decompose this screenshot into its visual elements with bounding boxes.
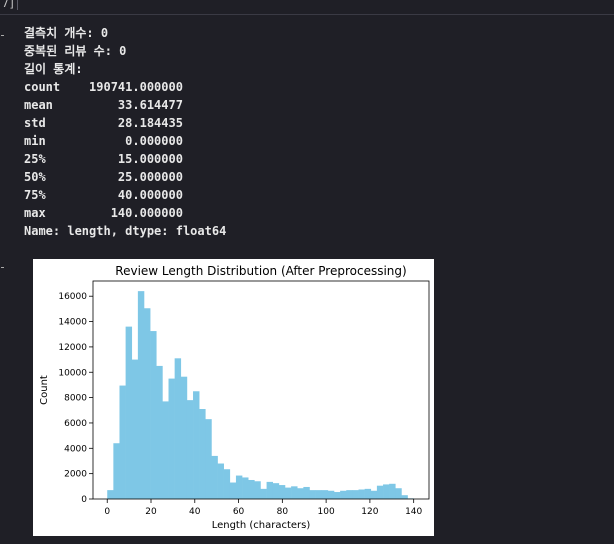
histogram-bar [321,490,329,499]
output-line: Name: length, dtype: float64 [24,224,227,238]
output-line: 중복된 리뷰 수: 0 [24,44,127,58]
histogram-bar [370,490,378,499]
histogram-bar [272,483,280,499]
histogram-bar [162,401,169,499]
output-line: 50% 25.000000 [24,170,183,184]
histogram-bar [284,487,292,499]
histogram-bar [346,490,353,499]
histogram-figure: 0 20 40 60 80 100 120 140 0 2000 4000 6000 8000 1000… [33,259,434,536]
histogram-bar [358,489,365,499]
histogram-bar [315,490,323,499]
histogram-bar [131,359,139,499]
histogram-bar [242,477,249,499]
histogram-bar [309,490,316,499]
histogram-bar [150,331,157,499]
y-tick-label: 8000 [64,394,87,404]
histogram-bar [266,481,274,499]
histogram-bar [383,484,390,499]
histogram-bar [217,463,224,499]
histogram-bar [401,495,408,499]
histogram-bar [278,485,286,499]
histogram-bar [334,492,341,499]
histogram-bar [364,488,372,499]
x-tick-label: 120 [361,507,378,517]
histogram-bar [260,488,267,499]
output-line: 길이 통계: [24,62,83,76]
histogram-bar [303,486,310,499]
histogram-bar [107,490,114,499]
histogram-bar [235,475,243,499]
output-line: count 190741.000000 [24,80,183,94]
histogram-bar [205,419,212,499]
output-prompt-marker [1,35,4,36]
x-tick-label: 80 [277,507,289,517]
histogram-bar [254,481,261,499]
y-tick-label: 14000 [58,318,87,328]
chart-title: Review Length Distribution (After Prepro… [115,264,406,278]
output-prompt-marker [1,267,4,268]
output-line: 결측치 개수: 0 [24,26,109,40]
output-line: 75% 40.000000 [24,188,183,202]
plot-frame [92,280,430,500]
histogram-bar [340,490,347,499]
output-line: max 140.000000 [24,206,183,220]
histogram-bar [389,483,396,499]
histogram-bar [211,455,218,499]
histogram-bar [291,486,298,499]
y-tick-label: 16000 [58,292,87,302]
histogram-bar [327,490,335,499]
cell-header-bar: 7] [0,0,614,15]
cell-footer [0,538,614,544]
histogram-bar [125,326,133,499]
y-tick-label: 6000 [64,419,87,429]
y-tick-label: 0 [81,495,87,505]
histogram-bar [395,488,402,499]
y-tick-label: 2000 [64,470,87,480]
output-line: std 28.184435 [24,116,183,130]
histogram-bar [352,490,359,499]
histogram-bar [113,443,120,499]
y-axis-label: Count [39,375,50,405]
histogram-bar [156,365,163,499]
y-tick-label: 12000 [58,343,87,353]
x-tick-label: 40 [189,507,201,517]
histogram-bar [199,409,206,499]
histogram-bar [137,291,145,499]
histogram-bar [223,469,231,499]
output-line: 25% 15.000000 [24,152,183,166]
x-tick-label: 60 [233,507,245,517]
x-tick-label: 100 [318,507,335,517]
histogram-bar [144,308,151,499]
x-tick-label: 140 [405,507,422,517]
histogram-bar [180,376,188,499]
output-line: mean 33.614477 [24,98,183,112]
y-tick-label: 10000 [58,368,87,378]
x-tick-label: 0 [104,507,110,517]
histogram-bar [168,378,175,499]
x-axis-label: Length (characters) [212,520,311,531]
histogram-bar [229,482,237,499]
histogram-bar [186,400,194,499]
histogram-bar [297,488,304,499]
execution-count-label: 7] [0,0,19,10]
histogram-bar [248,479,255,499]
histogram-bar [174,358,182,499]
stdout-output: 결측치 개수: 0 중복된 리뷰 수: 0 길이 통계: count 19074… [24,24,226,240]
histogram-bar [193,391,200,499]
y-tick-label: 4000 [64,444,87,454]
histogram-bar [119,385,126,499]
histogram-bar [376,485,384,499]
histogram-chart: 0 20 40 60 80 100 120 140 0 2000 4000 6000 8000 1000… [39,264,430,531]
x-tick-label: 20 [145,507,157,517]
output-line: min 0.000000 [24,134,183,148]
